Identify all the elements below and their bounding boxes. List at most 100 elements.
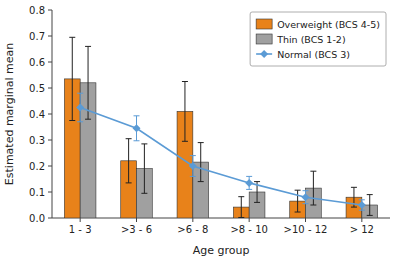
legend-swatch xyxy=(256,19,272,29)
error-bar xyxy=(198,143,204,182)
error-cap xyxy=(295,212,301,213)
y-tick-label: 0.4 xyxy=(29,109,45,120)
error-stem xyxy=(241,197,242,218)
error-bar xyxy=(190,156,196,177)
error-cap xyxy=(69,120,75,121)
error-cap xyxy=(134,140,140,141)
line-series xyxy=(76,93,366,210)
chart: 0.00.10.20.30.40.50.60.70.8Estimated mar… xyxy=(0,0,400,260)
legend: Overweight (BCS 4-5) Thin (BCS 1-2) Normal… xyxy=(250,12,386,66)
y-tick xyxy=(48,88,52,89)
error-stem xyxy=(297,190,298,212)
error-cap xyxy=(351,207,357,208)
x-tick xyxy=(305,218,306,222)
error-cap xyxy=(295,190,301,191)
error-stem xyxy=(200,143,201,182)
error-bar xyxy=(69,37,75,120)
error-stem xyxy=(313,171,314,205)
error-cap xyxy=(77,121,83,122)
error-stem xyxy=(184,82,185,142)
marker xyxy=(245,179,253,187)
error-bar xyxy=(238,197,244,218)
legend-label: Overweight (BCS 4-5) xyxy=(277,19,380,30)
error-bar xyxy=(85,46,91,119)
error-cap xyxy=(367,194,373,195)
error-bar xyxy=(367,195,373,216)
error-stem xyxy=(128,139,129,183)
error-cap xyxy=(359,199,365,200)
bar-series xyxy=(80,46,377,218)
y-tick xyxy=(48,62,52,63)
error-stem xyxy=(88,46,89,119)
line xyxy=(80,108,362,206)
error-cap xyxy=(303,190,309,191)
error-cap xyxy=(246,176,252,177)
x-tick-label: >3 - 6 xyxy=(121,224,152,235)
x-tick xyxy=(249,218,250,222)
error-bar xyxy=(359,200,365,210)
error-cap xyxy=(351,187,357,188)
marker xyxy=(76,104,84,112)
legend-label: Normal (BCS 3) xyxy=(277,49,350,60)
legend-box xyxy=(250,12,386,66)
x-tick xyxy=(80,218,81,222)
error-bar xyxy=(295,190,301,212)
y-tick xyxy=(48,218,52,219)
y-tick xyxy=(48,140,52,141)
error-cap xyxy=(254,181,260,182)
error-cap xyxy=(134,115,140,116)
y-tick xyxy=(48,114,52,115)
error-stem xyxy=(369,195,370,216)
x-tick-label: >6 - 8 xyxy=(177,224,208,235)
error-bar xyxy=(141,144,147,193)
y-axis: 0.00.10.20.30.40.50.60.70.8 xyxy=(29,5,52,224)
y-tick-label: 0.2 xyxy=(29,161,45,172)
error-bar xyxy=(303,191,309,204)
error-bar xyxy=(310,171,316,205)
error-cap xyxy=(198,181,204,182)
error-cap xyxy=(182,81,188,82)
error-cap xyxy=(85,119,91,120)
x-tick xyxy=(136,218,137,222)
error-cap xyxy=(141,143,147,144)
error-cap xyxy=(182,141,188,142)
error-cap xyxy=(359,210,365,211)
error-cap xyxy=(246,189,252,190)
y-tick-label: 0.0 xyxy=(29,213,45,224)
y-tick-label: 0.3 xyxy=(29,135,45,146)
error-bar xyxy=(126,139,132,183)
error-cap xyxy=(254,202,260,203)
error-bar xyxy=(134,116,140,141)
x-tick-label: > 12 xyxy=(350,224,374,235)
error-bar xyxy=(182,82,188,142)
x-tick xyxy=(192,218,193,222)
y-tick-label: 0.5 xyxy=(29,83,45,94)
y-tick-label: 0.7 xyxy=(29,31,45,42)
x-tick-label: >8 - 10 xyxy=(230,224,267,235)
error-stem xyxy=(144,144,145,193)
error-cap xyxy=(69,37,75,38)
x-axis-line xyxy=(52,218,390,219)
error-cap xyxy=(85,46,91,47)
error-cap xyxy=(77,93,83,94)
error-stem xyxy=(72,37,73,120)
marker xyxy=(189,162,197,170)
legend-marker xyxy=(260,50,268,58)
error-bar xyxy=(246,176,252,189)
error-cap xyxy=(303,203,309,204)
y-tick xyxy=(48,192,52,193)
error-cap xyxy=(126,182,132,183)
x-tick-label: 1 - 3 xyxy=(69,224,92,235)
marker xyxy=(302,193,310,201)
marker xyxy=(133,124,141,132)
y-tick xyxy=(48,36,52,37)
error-cap xyxy=(367,215,373,216)
error-cap xyxy=(238,217,244,218)
legend-label: Thin (BCS 1-2) xyxy=(276,34,345,45)
page: {"chart_data": {"type": "bar", "xlabel":… xyxy=(0,0,400,260)
error-cap xyxy=(198,142,204,143)
error-bar xyxy=(77,93,83,122)
y-tick xyxy=(48,10,52,11)
error-cap xyxy=(126,138,132,139)
x-tick-label: >10 - 12 xyxy=(284,224,328,235)
